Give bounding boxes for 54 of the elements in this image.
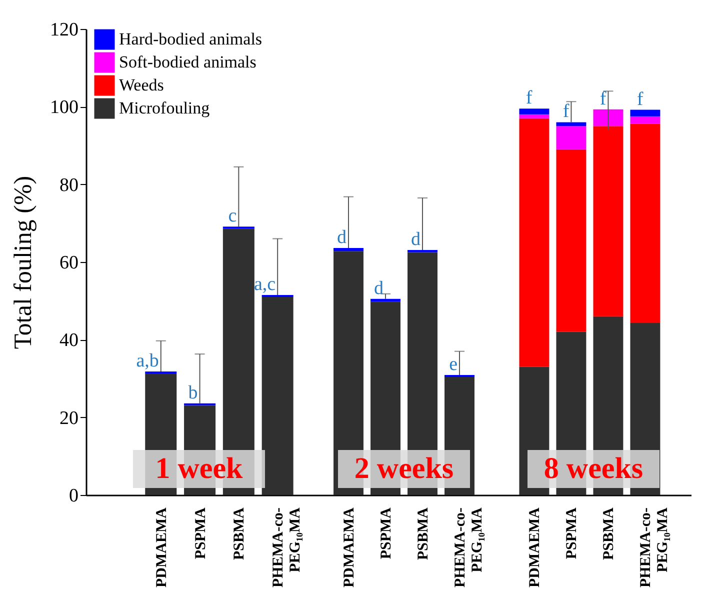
y-tick-label: 20 <box>60 408 78 429</box>
y-tick-label: 0 <box>69 486 78 506</box>
annotation: 8 weeks <box>544 452 644 485</box>
annotation: f <box>636 88 644 110</box>
annotation: d <box>411 228 421 250</box>
y-tick-label: 100 <box>50 97 78 118</box>
legend-label: Weeds <box>119 76 164 94</box>
bar <box>630 110 660 116</box>
bar <box>408 250 438 252</box>
annotation: f <box>562 101 570 122</box>
x-tick-label: PHEMA-co- PEG₁₀MA <box>270 507 304 588</box>
legend-label: Hard-bodied animals <box>119 30 262 48</box>
annotation: b <box>188 382 198 404</box>
x-tick-label: PHEMA-co- PEG₁₀MA <box>638 507 672 588</box>
bar <box>334 248 364 252</box>
x-tick-label: PSBMA <box>601 507 618 560</box>
bar <box>630 116 660 124</box>
x-tick-label: PHEMA-co- PEG₁₀MA <box>452 507 486 588</box>
bar <box>370 298 400 302</box>
annotation: 1 week <box>155 452 244 485</box>
x-tick-label: PDMAEMA <box>342 507 358 588</box>
bar <box>593 126 624 316</box>
bar <box>556 126 586 150</box>
bar <box>519 118 550 367</box>
x-tick-label: PSPMA <box>378 507 394 560</box>
bar <box>519 114 550 118</box>
annotation: f <box>600 88 607 110</box>
x-tick-label: PDMAEMA <box>527 507 544 588</box>
y-tick-label: 40 <box>60 330 78 352</box>
annotation: e <box>449 354 458 376</box>
annotation: d <box>337 227 347 248</box>
bar <box>630 124 660 323</box>
annotation: 2 weeks <box>354 452 454 485</box>
annotation: d <box>374 278 384 299</box>
bar <box>593 109 624 126</box>
x-tick-label: PSPMA <box>192 507 209 560</box>
annotation: a,b <box>136 350 159 372</box>
legend-label: Soft-bodied animals <box>119 52 256 72</box>
bar <box>262 296 294 495</box>
x-tick-label: PDMAEMA <box>154 507 170 588</box>
annotation: c <box>228 206 237 227</box>
y-tick-label: 80 <box>60 174 78 196</box>
x-tick-label: PSPMA <box>564 507 580 560</box>
x-tick-label: PSBMA <box>232 507 248 560</box>
annotation: a,c <box>254 274 276 296</box>
bar <box>519 108 550 114</box>
bar <box>556 149 586 332</box>
legend-label: Microfouling <box>119 98 210 118</box>
y-tick-label: 120 <box>50 20 78 40</box>
y-axis-title: Total fouling (%) <box>10 176 37 350</box>
y-tick-label: 60 <box>60 252 78 274</box>
bar <box>556 122 586 126</box>
x-tick-label: PSBMA <box>416 507 432 560</box>
annotation: f <box>526 88 533 109</box>
